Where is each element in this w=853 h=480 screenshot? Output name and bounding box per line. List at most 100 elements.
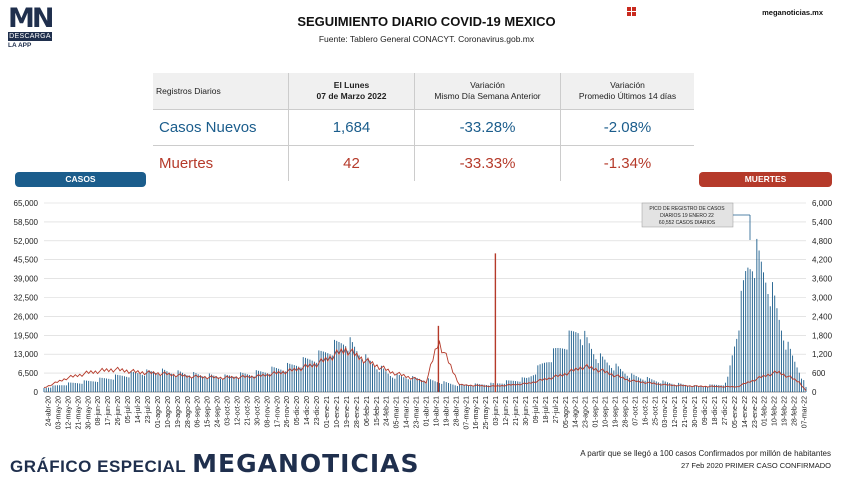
- x-tick: 17-nov-20: [274, 396, 281, 428]
- casos-bar: [115, 374, 116, 392]
- stats-row-casos: Casos Nuevos 1,684 -33.28% -2.08%: [153, 109, 694, 146]
- y-left-tick: 6,500: [18, 369, 39, 378]
- casos-bar: [130, 371, 132, 392]
- casos-bar: [101, 377, 103, 392]
- stats-header-var-avg-1: Variación: [610, 80, 645, 90]
- casos-bar: [117, 374, 119, 392]
- casos-bar: [208, 373, 210, 392]
- casos-bar: [521, 377, 523, 392]
- x-tick: 12-may-20: [65, 396, 72, 430]
- casos-bar: [772, 282, 773, 392]
- annotation-line-2: DIARIOS 19 ENERO 22: [660, 213, 714, 219]
- x-tick: 12-oct-20: [235, 396, 242, 426]
- casos-bar: [287, 362, 289, 392]
- x-tick: 10-feb-22: [772, 396, 779, 426]
- casos-bar: [74, 382, 76, 392]
- casos-bar: [132, 371, 134, 392]
- x-tick: 12-nov-21: [672, 396, 679, 428]
- casos-bar: [499, 383, 501, 392]
- casos-bar: [472, 385, 474, 392]
- casos-bar: [307, 358, 309, 392]
- casos-bar: [693, 385, 695, 392]
- casos-bar: [501, 383, 503, 392]
- casos-bar: [99, 377, 101, 392]
- casos-bar: [407, 379, 409, 392]
- casos-bar: [678, 382, 680, 392]
- casos-bar: [662, 380, 664, 392]
- casos-bar: [126, 376, 128, 392]
- page-subtitle: Fuente: Tablero General CONACYT. Coronav…: [318, 34, 535, 44]
- y-axis-left: 65,000 58,500 52,000 45,500 39,000 32,500 26,0…: [14, 199, 39, 397]
- casos-bar: [108, 378, 110, 392]
- x-tick: 30-jun-21: [523, 396, 530, 426]
- casos-bar: [637, 377, 639, 392]
- casos-bar: [555, 348, 557, 392]
- casos-bar: [63, 385, 65, 392]
- casos-bar: [425, 381, 427, 392]
- casos-bar: [624, 373, 626, 392]
- casos-bar: [144, 375, 146, 392]
- casos-bar: [313, 361, 315, 392]
- casos-bar: [403, 377, 405, 392]
- casos-bar: [785, 349, 787, 392]
- row-label: Casos Nuevos: [153, 109, 289, 146]
- x-tick: 18-dic-21: [712, 396, 719, 425]
- casos-bar: [731, 355, 733, 392]
- casos-bar: [796, 367, 798, 392]
- casos-bar: [434, 381, 436, 392]
- row-var-avg: -2.08%: [560, 109, 694, 146]
- casos-bar: [566, 349, 568, 392]
- casos-bar: [622, 371, 624, 392]
- casos-bar: [492, 383, 494, 392]
- grid-icon: [627, 7, 637, 17]
- casos-bar: [106, 378, 108, 392]
- casos-bar: [215, 376, 217, 392]
- casos-bar: [432, 380, 434, 392]
- x-tick: 21-oct-20: [244, 396, 251, 426]
- x-tick: 27-dic-21: [722, 396, 729, 425]
- casos-bar: [736, 338, 738, 392]
- casos-bar: [561, 348, 563, 392]
- page-title: SEGUIMIENTO DIARIO COVID-19 MEXICO: [297, 14, 556, 29]
- casos-bar: [539, 364, 541, 392]
- casos-bar: [734, 346, 735, 392]
- casos-bar: [655, 381, 657, 392]
- casos-bar: [153, 372, 154, 392]
- casos-bar: [512, 380, 514, 392]
- site-url[interactable]: meganoticias.mx: [762, 8, 823, 17]
- casos-bar: [356, 351, 358, 392]
- brand-logo[interactable]: MN DESCARGA LA APP: [8, 5, 54, 49]
- casos-bar: [300, 367, 302, 392]
- casos-bar: [510, 380, 512, 392]
- casos-bar: [206, 378, 208, 392]
- casos-bar: [139, 373, 141, 392]
- casos-bar: [325, 352, 327, 392]
- x-tick: 16-oct-21: [642, 396, 649, 426]
- casos-bar: [454, 385, 456, 392]
- casos-bar: [173, 374, 175, 392]
- casos-bar: [65, 385, 67, 392]
- casos-bar: [452, 384, 454, 392]
- casos-bar: [760, 261, 762, 392]
- footer-note-2: 27 Feb 2020 PRIMER CASO CONFIRMADO: [680, 461, 831, 470]
- casos-bar: [318, 350, 320, 392]
- casos-bar: [365, 354, 367, 392]
- casos-bar: [629, 377, 630, 392]
- casos-bar: [83, 380, 85, 392]
- y-left-tick: 13,000: [14, 350, 39, 359]
- casos-bar: [696, 385, 697, 392]
- x-tick: 05-mar-21: [394, 396, 401, 428]
- casos-bar: [597, 363, 599, 392]
- casos-bar: [374, 366, 376, 392]
- casos-bar: [479, 384, 481, 392]
- x-tick: 15-feb-21: [374, 396, 381, 426]
- casos-bar: [97, 381, 99, 392]
- x-tick: 24-feb-21: [384, 396, 391, 426]
- y-right-tick: 1,800: [812, 331, 833, 340]
- x-tick: 28-ene-21: [354, 396, 361, 428]
- casos-bar: [70, 382, 72, 392]
- casos-bar: [389, 375, 391, 392]
- casos-bar: [128, 377, 130, 392]
- y-left-tick: 0: [34, 388, 39, 397]
